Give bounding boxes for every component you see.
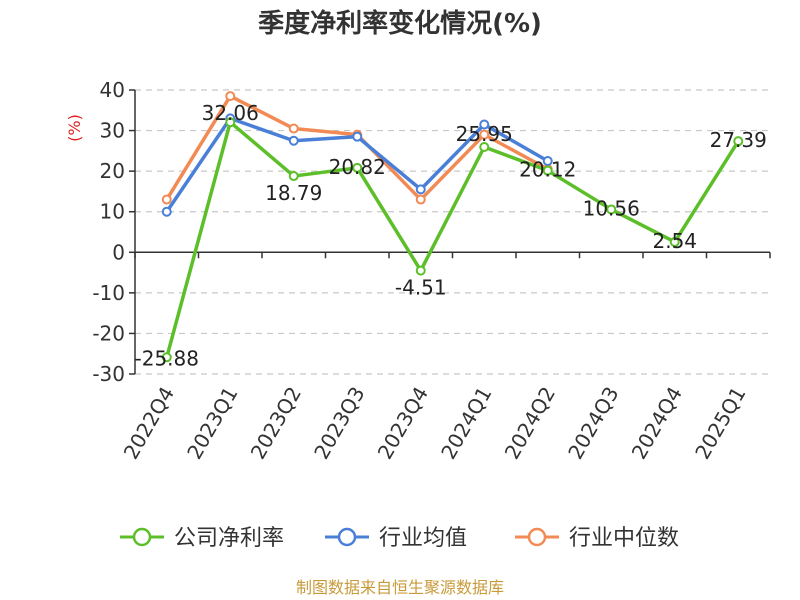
x-tick-label: 2023Q2: [246, 383, 306, 464]
legend-swatch-marker: [337, 527, 357, 547]
data-label: -25.88: [135, 346, 199, 370]
legend-swatch-marker: [527, 527, 547, 547]
data-point: [479, 119, 490, 130]
data-label: -4.51: [395, 276, 447, 300]
data-label: 10.56: [583, 196, 640, 220]
data-point: [733, 136, 744, 147]
data-label: 27.39: [710, 128, 767, 152]
y-tick-label: -10: [92, 281, 125, 305]
data-point: [161, 194, 172, 205]
series-group: [161, 91, 744, 363]
legend-label: 行业中位数: [569, 526, 679, 551]
y-tick-label: 30: [100, 119, 125, 143]
data-point: [225, 91, 236, 102]
data-point: [479, 129, 490, 140]
data-point: [161, 352, 172, 363]
legend-label: 行业均值: [379, 526, 467, 551]
y-tick-label: 10: [100, 200, 125, 224]
data-point: [479, 142, 490, 153]
data-point: [161, 206, 172, 217]
x-tick-label: 2024Q3: [563, 383, 623, 464]
data-point: [669, 236, 680, 247]
data-label: 20.82: [329, 155, 386, 179]
legend-swatch-marker: [132, 527, 152, 547]
data-point: [415, 184, 426, 195]
x-tick-label: 2022Q4: [119, 383, 179, 464]
legend-item[interactable]: 行业均值: [325, 526, 467, 551]
legend-item[interactable]: 行业中位数: [515, 526, 679, 551]
data-point: [288, 123, 299, 134]
chart-title: 季度净利率变化情况(%): [258, 8, 542, 39]
gridlines: [135, 89, 770, 375]
x-tick-label: 2024Q2: [500, 383, 560, 464]
series-line: [165, 120, 740, 358]
legend: 公司净利率 行业均值 行业中位数: [120, 526, 679, 551]
data-point: [415, 194, 426, 205]
x-tick-label: 2023Q3: [309, 383, 369, 464]
data-point: [352, 131, 363, 142]
data-label: 32.06: [202, 101, 259, 125]
data-point: [415, 265, 426, 276]
data-point: [225, 117, 236, 128]
data-point: [352, 162, 363, 173]
data-label: 20.12: [519, 158, 576, 182]
y-axis-label: (%): [65, 114, 84, 142]
x-tick-label: 2025Q1: [690, 383, 750, 464]
data-label: 2.54: [652, 229, 697, 253]
y-tick-label: 40: [100, 78, 125, 102]
y-tick-label: 0: [112, 240, 125, 264]
series-0: [161, 117, 744, 363]
data-point: [542, 156, 553, 166]
x-tick-label: 2023Q4: [373, 383, 433, 464]
source-note: 制图数据来自恒生聚源数据库: [296, 578, 504, 597]
y-tick-label: -30: [92, 362, 125, 386]
legend-label: 公司净利率: [174, 526, 284, 551]
y-tick-label: -20: [92, 321, 125, 345]
x-tick-label: 2024Q4: [627, 383, 687, 464]
data-point: [288, 171, 299, 182]
data-point: [288, 135, 299, 146]
y-tick-label: 20: [100, 159, 125, 183]
legend-item[interactable]: 公司净利率: [120, 526, 284, 551]
x-tick-label: 2023Q1: [182, 383, 242, 464]
data-point: [542, 165, 553, 176]
data-label: 25.95: [456, 122, 513, 146]
data-point: [606, 204, 617, 215]
x-tick-label: 2024Q1: [436, 383, 496, 464]
data-label: 18.79: [265, 181, 322, 205]
